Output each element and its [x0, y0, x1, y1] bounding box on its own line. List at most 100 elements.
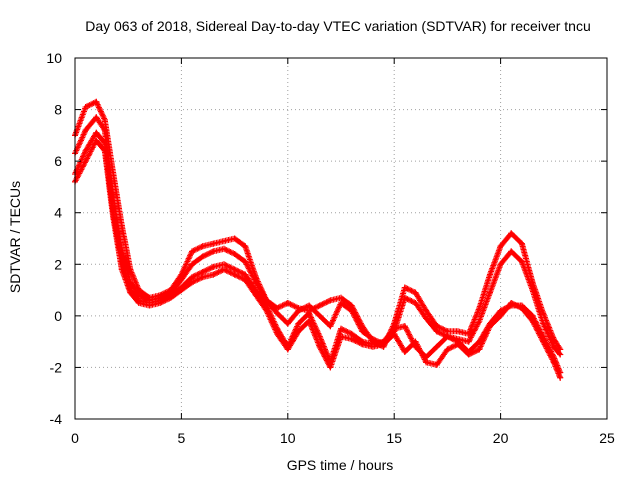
data-point [231, 250, 238, 257]
data-point [348, 336, 355, 343]
data-point [369, 343, 376, 350]
data-point [327, 323, 334, 330]
data-point [220, 261, 227, 268]
data-point [306, 318, 313, 325]
data-point [242, 271, 249, 278]
data-point [316, 312, 323, 319]
data-point [295, 320, 302, 327]
data-point [486, 271, 493, 278]
data-point [401, 284, 408, 291]
y-tick-label: 2 [54, 256, 62, 272]
data-point [82, 158, 89, 165]
x-tick-label: 10 [280, 430, 296, 446]
y-tick-label: 0 [54, 308, 62, 324]
data-point [82, 127, 89, 134]
data-point [242, 258, 249, 265]
x-tick-label: 15 [386, 430, 402, 446]
data-point [242, 276, 249, 283]
data-point [518, 305, 525, 312]
data-point [167, 294, 174, 301]
data-point [401, 323, 408, 330]
data-point [476, 305, 483, 312]
data-point [444, 346, 451, 353]
data-point [146, 302, 153, 309]
data-point [220, 245, 227, 252]
x-tick-label: 25 [599, 430, 615, 446]
data-point [508, 299, 515, 306]
data-point [231, 266, 238, 273]
data-point [359, 341, 366, 348]
data-point [110, 214, 117, 221]
y-axis-label: SDTVAR / TECUs [7, 181, 23, 293]
y-tick-label: 6 [54, 153, 62, 169]
data-point [220, 266, 227, 273]
data-point [338, 325, 344, 332]
data-point [518, 240, 525, 247]
data-point [359, 328, 366, 335]
data-point [338, 299, 344, 306]
data-point [327, 297, 334, 304]
data-point [497, 261, 504, 268]
data-point [540, 338, 547, 345]
data-point [497, 312, 504, 319]
data-point [540, 320, 547, 327]
data-point [178, 276, 185, 283]
axis-ticks: 0 5 10 15 20 25 -4 -2 0 2 4 6 8 10 [46, 50, 615, 446]
data-point [274, 330, 281, 337]
data-point [210, 240, 217, 247]
data-point [476, 346, 483, 353]
data-point [486, 289, 493, 296]
data-point [412, 289, 419, 296]
data-point [316, 343, 323, 350]
data-point [189, 274, 196, 281]
data-point [82, 103, 89, 110]
data-point [157, 299, 164, 306]
data-point [412, 338, 419, 345]
x-tick-label: 20 [493, 430, 509, 446]
data-point [348, 302, 355, 309]
data-point [306, 310, 313, 317]
data-point [557, 351, 564, 358]
data-point [93, 137, 100, 144]
data-point [423, 359, 430, 366]
data-point [101, 147, 108, 154]
data-point [127, 289, 134, 296]
data-point [274, 310, 281, 317]
x-tick-label: 0 [71, 430, 79, 446]
data-point [486, 323, 493, 330]
data-point [316, 302, 323, 309]
data-point [295, 307, 302, 314]
data-point [455, 328, 462, 335]
data-point [210, 271, 217, 278]
data-point [189, 248, 196, 255]
data-point [93, 98, 100, 105]
data-point [391, 325, 398, 332]
data-point [369, 336, 376, 343]
data-point [210, 248, 217, 255]
data-point [284, 346, 291, 353]
data-point [93, 129, 100, 136]
data-point [465, 338, 472, 345]
plot-frame [74, 57, 608, 420]
data-point [252, 279, 259, 286]
data-point [433, 343, 440, 350]
data-point [263, 307, 270, 314]
data-point [455, 341, 462, 348]
data-point [433, 361, 440, 368]
grid-lines [75, 58, 607, 419]
data-point [231, 271, 238, 278]
data-point [401, 348, 408, 355]
data-point [465, 351, 472, 358]
data-point [199, 274, 206, 281]
data-point [189, 279, 196, 286]
x-tick-label: 5 [178, 430, 186, 446]
data-point [199, 269, 206, 276]
data-point [252, 292, 259, 299]
data-point [497, 243, 504, 250]
data-point [231, 235, 238, 242]
data-point [135, 299, 142, 306]
data-series [72, 98, 564, 381]
data-point [284, 320, 291, 327]
